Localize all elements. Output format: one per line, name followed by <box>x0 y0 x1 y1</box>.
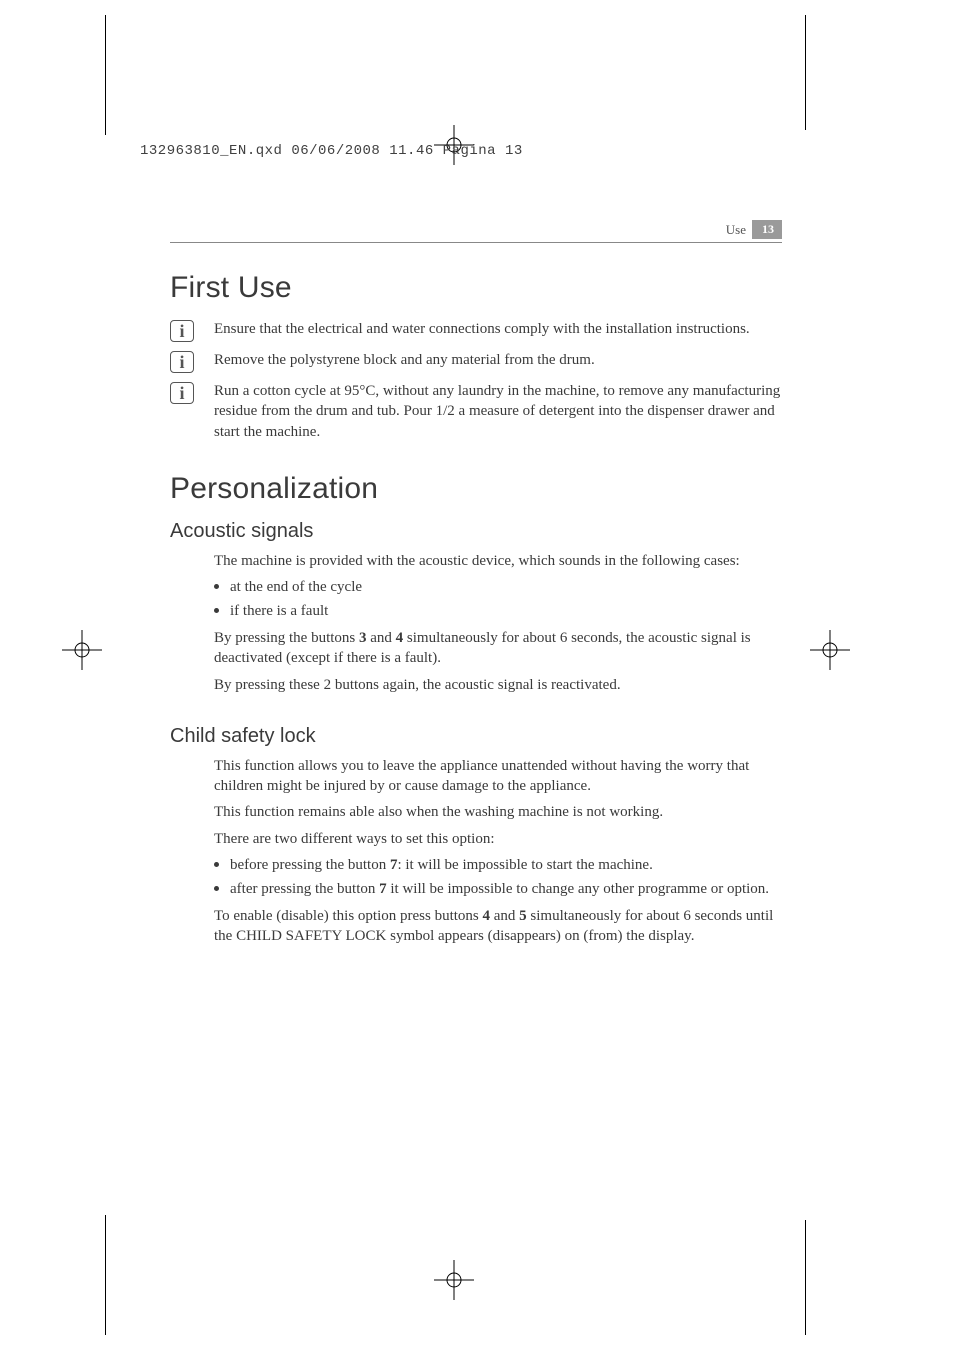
paragraph: There are two different ways to set this… <box>214 829 782 849</box>
paragraph: By pressing these 2 buttons again, the a… <box>214 675 782 695</box>
info-item: Ensure that the electrical and water con… <box>170 319 782 342</box>
section-label: Use <box>726 222 746 238</box>
info-item: Run a cotton cycle at 95°C, without any … <box>170 381 782 442</box>
page-number: 13 <box>752 220 782 239</box>
registration-mark-icon <box>62 630 102 670</box>
registration-mark-icon <box>810 630 850 670</box>
subheading-acoustic: Acoustic signals <box>170 520 782 543</box>
info-icon <box>170 319 214 342</box>
button-ref: 7 <box>379 881 387 897</box>
subheading-childlock: Child safety lock <box>170 725 782 748</box>
bullet-list: before pressing the button 7: it will be… <box>214 855 782 900</box>
crop-mark <box>105 1215 106 1335</box>
bullet-list: at the end of the cycle if there is a fa… <box>214 577 782 622</box>
info-text: Ensure that the electrical and water con… <box>214 319 782 339</box>
info-item: Remove the polystyrene block and any mat… <box>170 350 782 373</box>
list-item: at the end of the cycle <box>214 577 782 598</box>
info-text: Remove the polystyrene block and any mat… <box>214 350 782 370</box>
paragraph: To enable (disable) this option press bu… <box>214 906 782 947</box>
crop-mark <box>805 1220 806 1335</box>
page-content: Use 13 First Use Ensure that the electri… <box>170 220 782 952</box>
paragraph: This function remains able also when the… <box>214 802 782 822</box>
registration-mark-icon <box>434 1260 474 1300</box>
subsection-body: The machine is provided with the acousti… <box>214 551 782 695</box>
crop-mark <box>805 15 806 130</box>
heading-personalization: Personalization <box>170 472 782 506</box>
subsection-body: This function allows you to leave the ap… <box>214 756 782 947</box>
list-item: after pressing the button 7 it will be i… <box>214 879 782 900</box>
paragraph: The machine is provided with the acousti… <box>214 551 782 571</box>
list-item: before pressing the button 7: it will be… <box>214 855 782 876</box>
paragraph: This function allows you to leave the ap… <box>214 756 782 797</box>
info-icon <box>170 350 214 373</box>
crop-mark <box>105 15 106 135</box>
paragraph: By pressing the buttons 3 and 4 simultan… <box>214 628 782 669</box>
prepress-header: 132963810_EN.qxd 06/06/2008 11.46 Pagina… <box>140 143 523 159</box>
button-ref: 5 <box>519 908 527 924</box>
heading-first-use: First Use <box>170 271 782 305</box>
button-ref: 3 <box>359 630 367 646</box>
list-item: if there is a fault <box>214 601 782 622</box>
button-ref: 4 <box>483 908 491 924</box>
info-icon <box>170 381 214 404</box>
info-text: Run a cotton cycle at 95°C, without any … <box>214 381 782 442</box>
running-head: Use 13 <box>170 220 782 243</box>
